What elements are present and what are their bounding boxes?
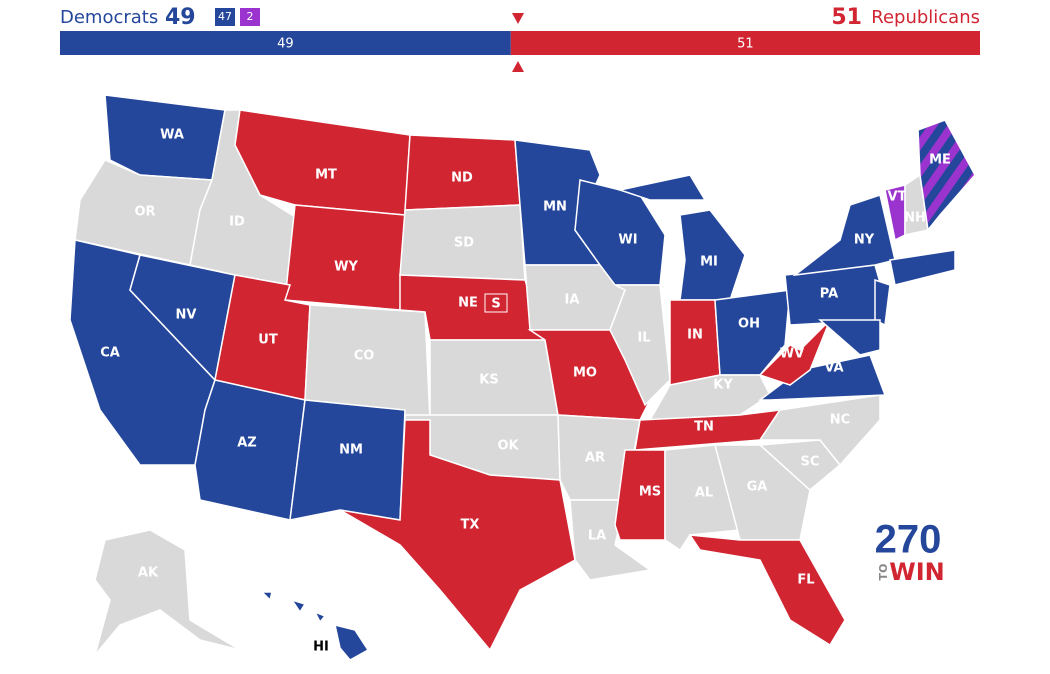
bar-segment <box>510 31 980 55</box>
state-label: NY <box>854 233 875 248</box>
state-label: IL <box>637 331 650 346</box>
state-label: WY <box>334 260 358 275</box>
state-label: IN <box>687 328 703 343</box>
rep-label: Republicans <box>871 7 980 28</box>
breakdown-count: 2 <box>247 10 254 23</box>
state-label: ND <box>451 171 473 186</box>
state-label: LA <box>588 529 606 544</box>
state-label: NC <box>830 413 850 428</box>
state-label: AZ <box>237 436 257 451</box>
state <box>289 399 406 521</box>
ne-marker: S <box>491 297 500 312</box>
state-label: KY <box>713 378 733 393</box>
ne-marker-box <box>484 293 508 313</box>
state <box>917 119 976 232</box>
state-label: VA <box>824 361 843 376</box>
bar-label: 51 <box>737 37 754 52</box>
logo-small: TO <box>877 564 890 581</box>
state-label: AR <box>585 451 605 466</box>
state <box>792 194 896 277</box>
state <box>669 299 721 386</box>
state <box>758 394 881 467</box>
state-label: MI <box>700 255 718 270</box>
state-label: HI <box>313 640 329 655</box>
breakdown-count: 47 <box>218 10 232 23</box>
midpoint-arrow <box>512 61 524 72</box>
state-label: AK <box>138 566 159 581</box>
breakdown-box <box>215 8 235 26</box>
state <box>339 419 576 652</box>
state-label: NV <box>176 308 197 323</box>
state-label: WA <box>160 128 184 143</box>
logo-number: 270 <box>875 518 942 562</box>
state <box>617 174 707 201</box>
state <box>260 591 273 602</box>
bar-label: 49 <box>277 37 294 52</box>
state-label: UT <box>258 333 278 348</box>
state-label: WI <box>618 233 637 248</box>
state-label: NE <box>458 296 478 311</box>
bar-segment <box>60 31 511 55</box>
midpoint-arrow <box>512 13 524 24</box>
state-label: PA <box>820 287 838 302</box>
state-label: MO <box>573 366 597 381</box>
state-label: ME <box>929 153 951 168</box>
state <box>714 289 791 376</box>
state-label: OH <box>738 317 760 332</box>
logo-word: WIN <box>889 558 945 586</box>
state-label: IA <box>565 293 580 308</box>
state-label: OR <box>134 205 155 220</box>
state <box>874 278 891 327</box>
state <box>313 610 327 624</box>
state-label: SD <box>454 236 474 251</box>
breakdown-box <box>240 8 260 26</box>
state-label: WV <box>780 347 804 362</box>
state-label: GA <box>747 480 768 495</box>
state-label: NM <box>339 443 363 458</box>
state-label: CO <box>354 349 375 364</box>
state <box>688 534 846 647</box>
state-label: CA <box>100 346 120 361</box>
state-label: ID <box>229 215 245 230</box>
state <box>609 284 671 407</box>
state-label: NH <box>904 211 926 226</box>
dem-total: 49 <box>165 5 196 30</box>
state-label: SC <box>801 455 820 470</box>
state-label: FL <box>797 573 814 588</box>
state-label: MN <box>543 200 567 215</box>
state-label: TX <box>461 518 480 533</box>
state-label: MT <box>315 168 337 183</box>
state <box>284 204 406 311</box>
state-label: VT <box>888 190 907 205</box>
state-label: OK <box>497 439 519 454</box>
state <box>290 598 307 614</box>
state <box>94 529 241 656</box>
state-label: MS <box>639 485 661 500</box>
state <box>889 249 956 286</box>
state-label: AL <box>695 486 713 501</box>
state <box>818 319 881 356</box>
rep-total: 51 <box>831 5 862 30</box>
dem-label: Democrats <box>60 7 158 28</box>
state-label: KS <box>479 373 498 388</box>
state <box>614 449 666 541</box>
state <box>334 623 370 661</box>
state-label: TN <box>694 420 714 435</box>
